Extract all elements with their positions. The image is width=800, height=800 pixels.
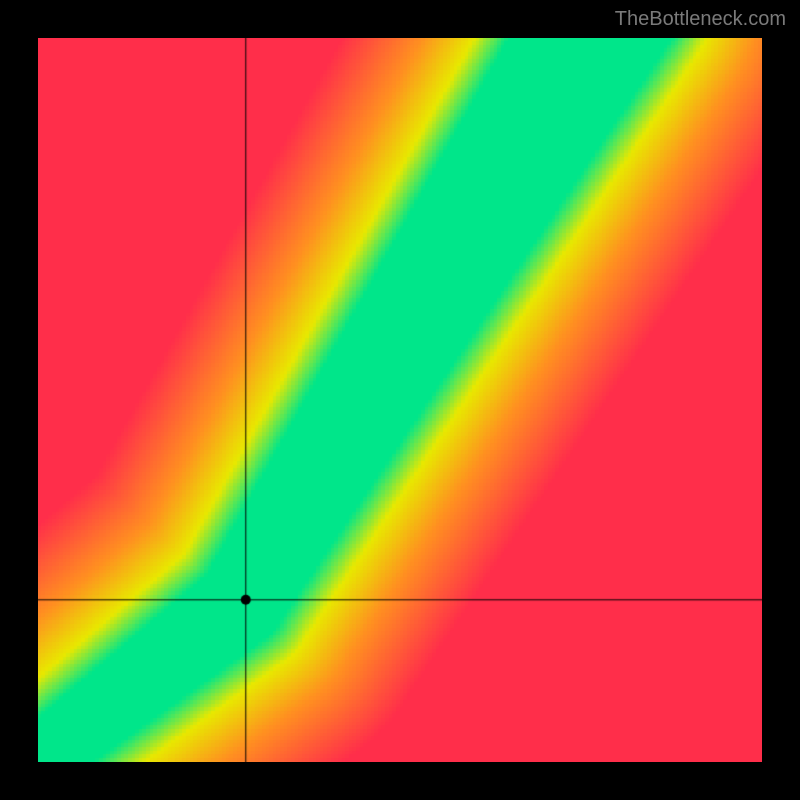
bottleneck-heatmap [38,38,762,762]
heatmap-canvas [38,38,762,762]
watermark-text: TheBottleneck.com [615,8,786,31]
